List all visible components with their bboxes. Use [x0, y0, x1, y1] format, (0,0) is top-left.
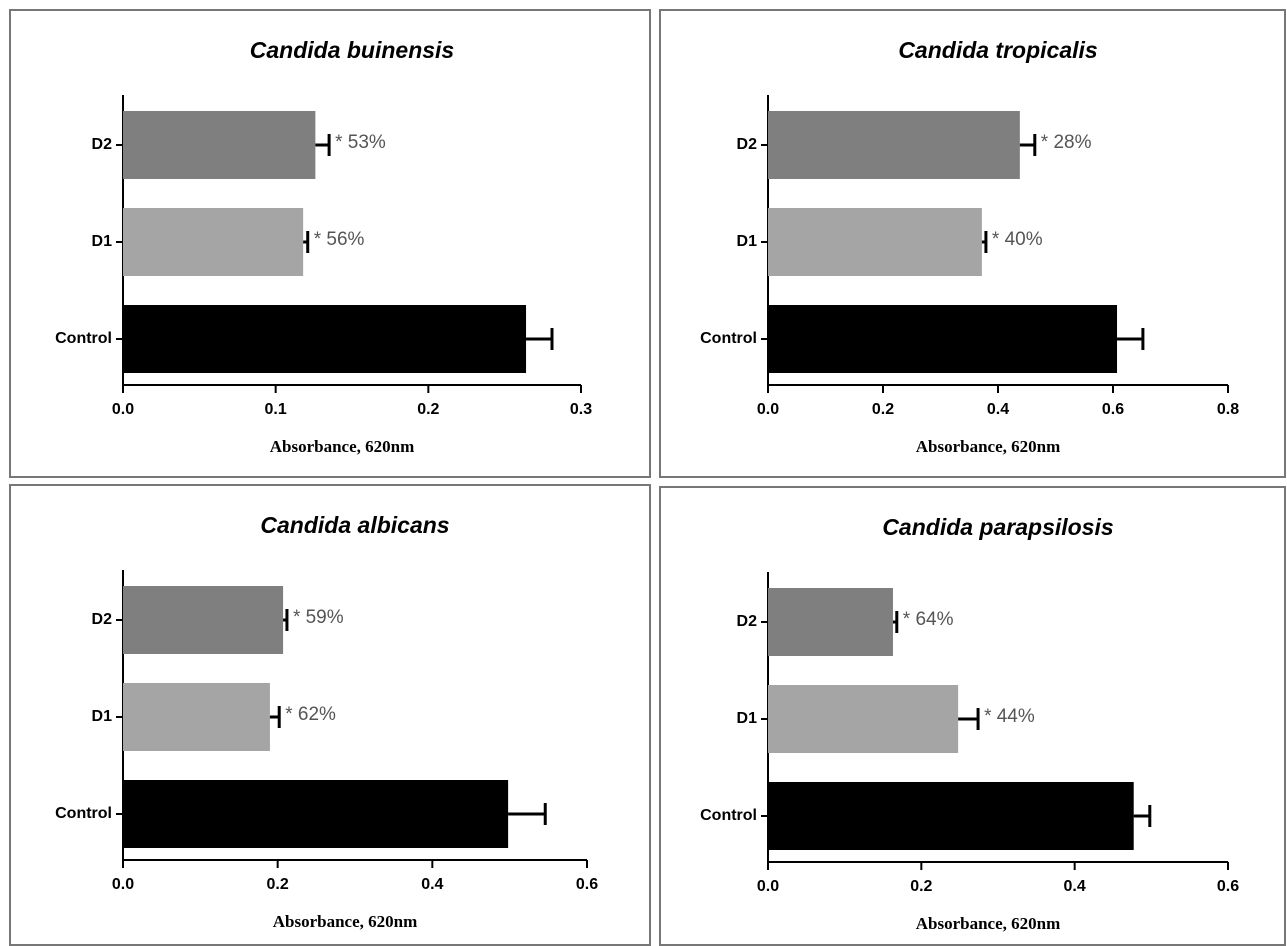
bar	[768, 782, 1134, 850]
x-tick-label: 0.6	[1102, 401, 1124, 418]
x-tick-label: 0.4	[1064, 878, 1086, 895]
y-tick-label: D2	[737, 613, 758, 630]
y-tick-label: D1	[92, 708, 113, 725]
chart-title: Candida buinensis	[250, 37, 454, 63]
annotation: * 64%	[903, 609, 954, 630]
y-tick-label: D1	[92, 233, 113, 250]
annotation: * 53%	[335, 132, 386, 153]
y-tick-label: D2	[92, 136, 113, 153]
x-tick-label: 0.0	[112, 876, 134, 893]
x-tick-label: 0.6	[1217, 878, 1239, 895]
y-tick-label: Control	[700, 807, 757, 824]
y-tick-label: D2	[737, 136, 758, 153]
y-tick-label: Control	[55, 330, 112, 347]
y-tick-label: D2	[92, 611, 113, 628]
bar	[123, 305, 527, 373]
bar	[768, 685, 959, 753]
x-tick-label: 0.2	[872, 401, 894, 418]
panel-border	[659, 9, 1286, 478]
x-tick-label: 0.0	[112, 401, 134, 418]
bar	[123, 780, 509, 848]
panel-border	[659, 486, 1286, 946]
annotation: * 56%	[314, 229, 365, 250]
x-tick-label: 0.2	[417, 401, 439, 418]
y-tick-label: D1	[737, 710, 758, 727]
chart-title: Candida albicans	[260, 512, 449, 538]
panel-border	[9, 9, 651, 478]
chart-title: Candida parapsilosis	[882, 514, 1113, 540]
x-tick-label: 0.3	[570, 401, 592, 418]
panel-border	[9, 484, 651, 946]
x-axis-label: Absorbance, 620nm	[916, 914, 1061, 933]
x-tick-label: 0.6	[576, 876, 598, 893]
x-tick-label: 0.4	[987, 401, 1009, 418]
y-tick-label: Control	[55, 805, 112, 822]
annotation: * 40%	[992, 229, 1043, 250]
x-tick-label: 0.2	[267, 876, 289, 893]
x-tick-label: 0.0	[757, 401, 779, 418]
bar	[768, 305, 1118, 373]
annotation: * 28%	[1041, 132, 1092, 153]
bar	[123, 586, 284, 654]
chart-title: Candida tropicalis	[898, 37, 1097, 63]
bar	[123, 111, 316, 179]
annotation: * 59%	[293, 607, 344, 628]
x-tick-label: 0.0	[757, 878, 779, 895]
annotation: * 44%	[984, 706, 1035, 727]
x-axis-label: Absorbance, 620nm	[916, 437, 1061, 456]
y-tick-label: Control	[700, 330, 757, 347]
bar	[768, 111, 1020, 179]
x-tick-label: 0.2	[910, 878, 932, 895]
bar	[768, 208, 982, 276]
annotation: * 62%	[285, 704, 336, 725]
x-tick-label: 0.8	[1217, 401, 1239, 418]
x-axis-label: Absorbance, 620nm	[270, 437, 415, 456]
bar	[123, 208, 304, 276]
y-tick-label: D1	[737, 233, 758, 250]
x-tick-label: 0.4	[421, 876, 443, 893]
bar	[123, 683, 270, 751]
bar	[768, 588, 893, 656]
x-tick-label: 0.1	[265, 401, 287, 418]
x-axis-label: Absorbance, 620nm	[273, 912, 418, 931]
